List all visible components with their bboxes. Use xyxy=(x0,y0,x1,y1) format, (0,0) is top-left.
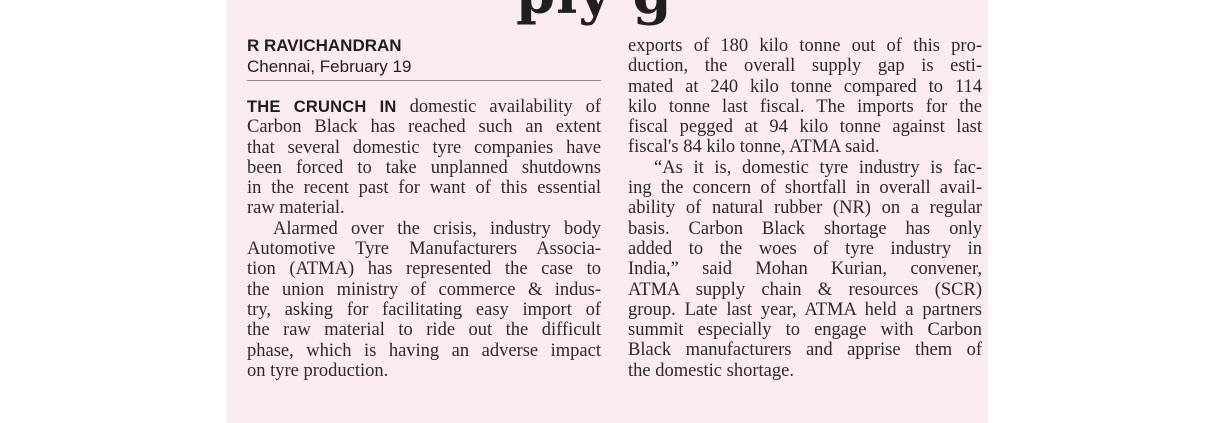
article-line: ATMA supply chain & resources (SCR) xyxy=(628,279,982,300)
article-line: that several domestic tyre companies hav… xyxy=(247,137,601,158)
article-text: domestic availability of xyxy=(409,97,602,117)
article-line: basis. Carbon Black shortage has only xyxy=(628,218,982,239)
article-line: phase, which is having an adverse impact xyxy=(247,340,601,361)
article-line: group. Late last year, ATMA held a partn… xyxy=(628,299,982,320)
article-line: THE CRUNCH IN domestic availability of xyxy=(247,97,601,117)
article-line: India,” said Mohan Kurian, convener, xyxy=(628,259,982,280)
article-line: kilo tonne last fiscal. The imports for … xyxy=(628,96,982,117)
article-line: fiscal's 84 kilo tonne, ATMA said. xyxy=(628,137,880,158)
article-line: Black manufacturers and apprise them of xyxy=(628,340,982,361)
article-line: “As it is, domestic tyre industry is fac… xyxy=(654,157,982,178)
article-line: the domestic shortage. xyxy=(628,360,794,381)
article-line: exports of 180 kilo tonne out of this pr… xyxy=(628,36,982,56)
article-line: tion (ATMA) has represented the case to xyxy=(247,259,601,280)
article-line: the union ministry of commerce & indus- xyxy=(247,279,601,300)
article-line: Automotive Tyre Manufacturers Associa- xyxy=(247,239,601,260)
article-line: the raw material to ride out the difficu… xyxy=(247,320,601,341)
article-line: in the recent past for want of this esse… xyxy=(247,178,601,199)
article-line: summit especially to engage with Carbon xyxy=(628,320,982,341)
article-column-left: R RAVICHANDRAN Chennai, February 19 THE … xyxy=(247,36,601,381)
newspaper-clipping: ply g R RAVICHANDRAN Chennai, February 1… xyxy=(226,0,988,423)
headline-fragment: ply g xyxy=(516,0,673,22)
byline-divider xyxy=(247,80,601,81)
lead-in: THE CRUNCH IN xyxy=(247,98,397,116)
article-line: mated at 240 kilo tonne compared to 114 xyxy=(628,76,982,97)
article-line: been forced to take unplanned shutdowns xyxy=(247,157,601,178)
article-line: try, asking for facilitating easy import… xyxy=(247,299,601,320)
article-line: fiscal pegged at 94 kilo tonne against l… xyxy=(628,117,982,138)
article-line: added to the woes of tyre industry in xyxy=(628,238,982,259)
article-line: raw material. xyxy=(247,198,345,219)
byline-author: R RAVICHANDRAN xyxy=(247,36,402,55)
article-line: ability of natural rubber (NR) on a regu… xyxy=(628,198,982,219)
article-column-right: exports of 180 kilo tonne out of this pr… xyxy=(628,36,982,381)
article-line: Alarmed over the crisis, industry body xyxy=(273,218,601,239)
article-line: duction, the overall supply gap is esti- xyxy=(628,56,982,77)
article-line: Carbon Black has reached such an extent xyxy=(247,117,601,138)
article-line: ing the concern of shortfall in overall … xyxy=(628,178,982,199)
byline-dateline: Chennai, February 19 xyxy=(247,57,412,76)
article-line: on tyre production. xyxy=(247,360,389,381)
